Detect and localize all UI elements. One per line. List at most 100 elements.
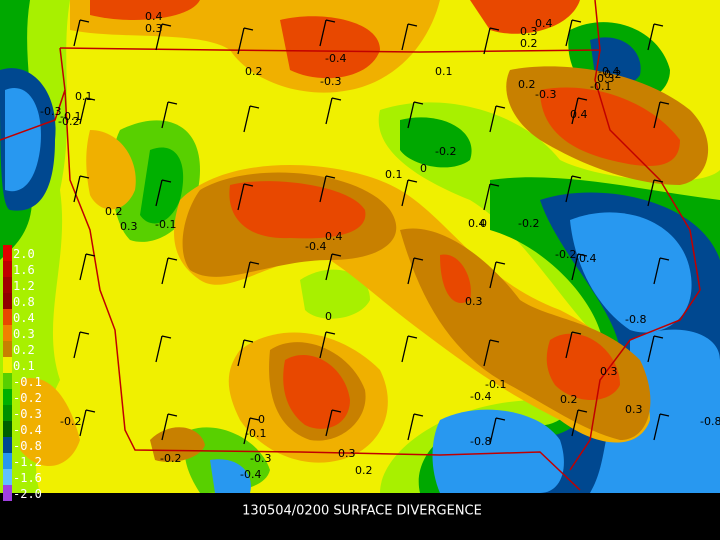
legend-label: -0.1	[13, 375, 42, 389]
legend-swatch	[3, 453, 12, 469]
wind-barb	[653, 413, 670, 441]
contour-label: 0.2	[245, 65, 263, 78]
wind-barb	[73, 175, 90, 203]
wind-barb	[243, 105, 260, 133]
border	[59, 0, 601, 53]
wind-barb	[653, 257, 670, 285]
contour-label: -0.4	[598, 65, 619, 78]
contour-label: -0.8	[625, 313, 646, 326]
contour-label: 0.3	[145, 22, 163, 35]
contour-label: -0.4	[470, 390, 491, 403]
region	[150, 427, 205, 462]
legend-label: -0.4	[13, 423, 42, 437]
contour-label: 0.2	[520, 37, 538, 50]
legend-swatch	[3, 437, 12, 453]
legend-swatch	[3, 261, 12, 277]
wind-barb	[489, 105, 506, 133]
wind-barb	[155, 23, 172, 51]
region	[470, 0, 580, 34]
contour-label: -0.1	[60, 110, 81, 123]
contour-label: 0.1	[385, 168, 403, 181]
wind-barb	[407, 257, 424, 285]
legend-swatch	[3, 485, 12, 501]
contour-label: -0.2	[555, 248, 576, 261]
contour-label: -0.3	[535, 88, 556, 101]
wind-barb	[401, 179, 418, 207]
wind-barb	[407, 413, 424, 441]
wind-barb	[401, 23, 418, 51]
region	[546, 333, 620, 400]
contour-label: 0.4	[468, 217, 486, 230]
legend-swatch	[3, 325, 12, 341]
wind-barb	[565, 175, 582, 203]
contour-label: 0.4	[145, 10, 163, 23]
contour-label: 0.2	[355, 464, 373, 477]
wind-barb	[243, 417, 260, 445]
legend-label: 0.1	[13, 359, 35, 373]
map-title: 130504/0200 SURFACE DIVERGENCE	[242, 504, 482, 519]
wind-barb	[647, 179, 664, 207]
region	[86, 130, 136, 210]
wind-barb	[571, 253, 588, 281]
divergence-field	[0, 0, 720, 493]
contour-label: 0.3	[597, 72, 615, 85]
region	[400, 117, 472, 168]
contour-label: 0.4	[570, 108, 588, 121]
legend-label: -2.0	[13, 487, 42, 501]
legend-label: 0.4	[13, 311, 35, 325]
legend-swatch	[3, 309, 12, 325]
legend-swatch	[3, 293, 12, 309]
contour-label: -0.1	[485, 378, 506, 391]
legend-label: -0.8	[13, 439, 42, 453]
wind-barb	[79, 97, 96, 125]
wind-barb	[161, 257, 178, 285]
wind-barb	[319, 331, 336, 359]
contour-label: -0.4	[240, 468, 261, 481]
wind-barb	[237, 183, 254, 211]
contour-label: -0.2	[600, 68, 621, 81]
legend-swatch	[3, 389, 12, 405]
wind-barb	[647, 335, 664, 363]
wind-barb	[401, 335, 418, 363]
region	[140, 147, 184, 224]
wind-barb	[325, 97, 342, 125]
wind-barb	[79, 409, 96, 437]
contour-label: 0.3	[338, 447, 356, 460]
contour-label: -0.4	[325, 52, 346, 65]
legend-label: 0.2	[13, 343, 35, 357]
contour-label: -0.2	[435, 145, 456, 158]
border	[0, 47, 66, 141]
contour-label: 0.2	[560, 393, 578, 406]
legend-label: 2.0	[13, 247, 35, 261]
contour-label: 0.3	[465, 295, 483, 308]
contour-label: 0.4	[535, 17, 553, 30]
legend-swatch	[3, 373, 12, 389]
wind-barb	[243, 261, 260, 289]
contour-label: -0.4	[575, 252, 596, 265]
wind-barb	[79, 253, 96, 281]
legend-label: -0.3	[13, 407, 42, 421]
contour-label: -0.3	[320, 75, 341, 88]
region	[590, 329, 720, 493]
contour-label: -0.1	[155, 218, 176, 231]
region	[229, 181, 366, 239]
contour-label: 0.1	[75, 90, 93, 103]
wind-barb	[647, 23, 664, 51]
contour-label: -0.2	[160, 452, 181, 465]
wind-barb	[325, 253, 342, 281]
legend-label: 0.8	[13, 295, 35, 309]
wind-barb	[653, 101, 670, 129]
contour-label: 0.3	[625, 403, 643, 416]
contour-label: -0.8	[700, 415, 720, 428]
wind-barb	[565, 19, 582, 47]
region	[432, 409, 564, 493]
legend-label: 1.2	[13, 279, 35, 293]
contour-label: -0.2	[60, 415, 81, 428]
contour-label: 0	[258, 413, 265, 426]
legend-swatch	[3, 277, 12, 293]
legend-swatch	[3, 405, 12, 421]
legend-label: 0.3	[13, 327, 35, 341]
wind-barb	[483, 339, 500, 367]
wind-barb	[155, 335, 172, 363]
